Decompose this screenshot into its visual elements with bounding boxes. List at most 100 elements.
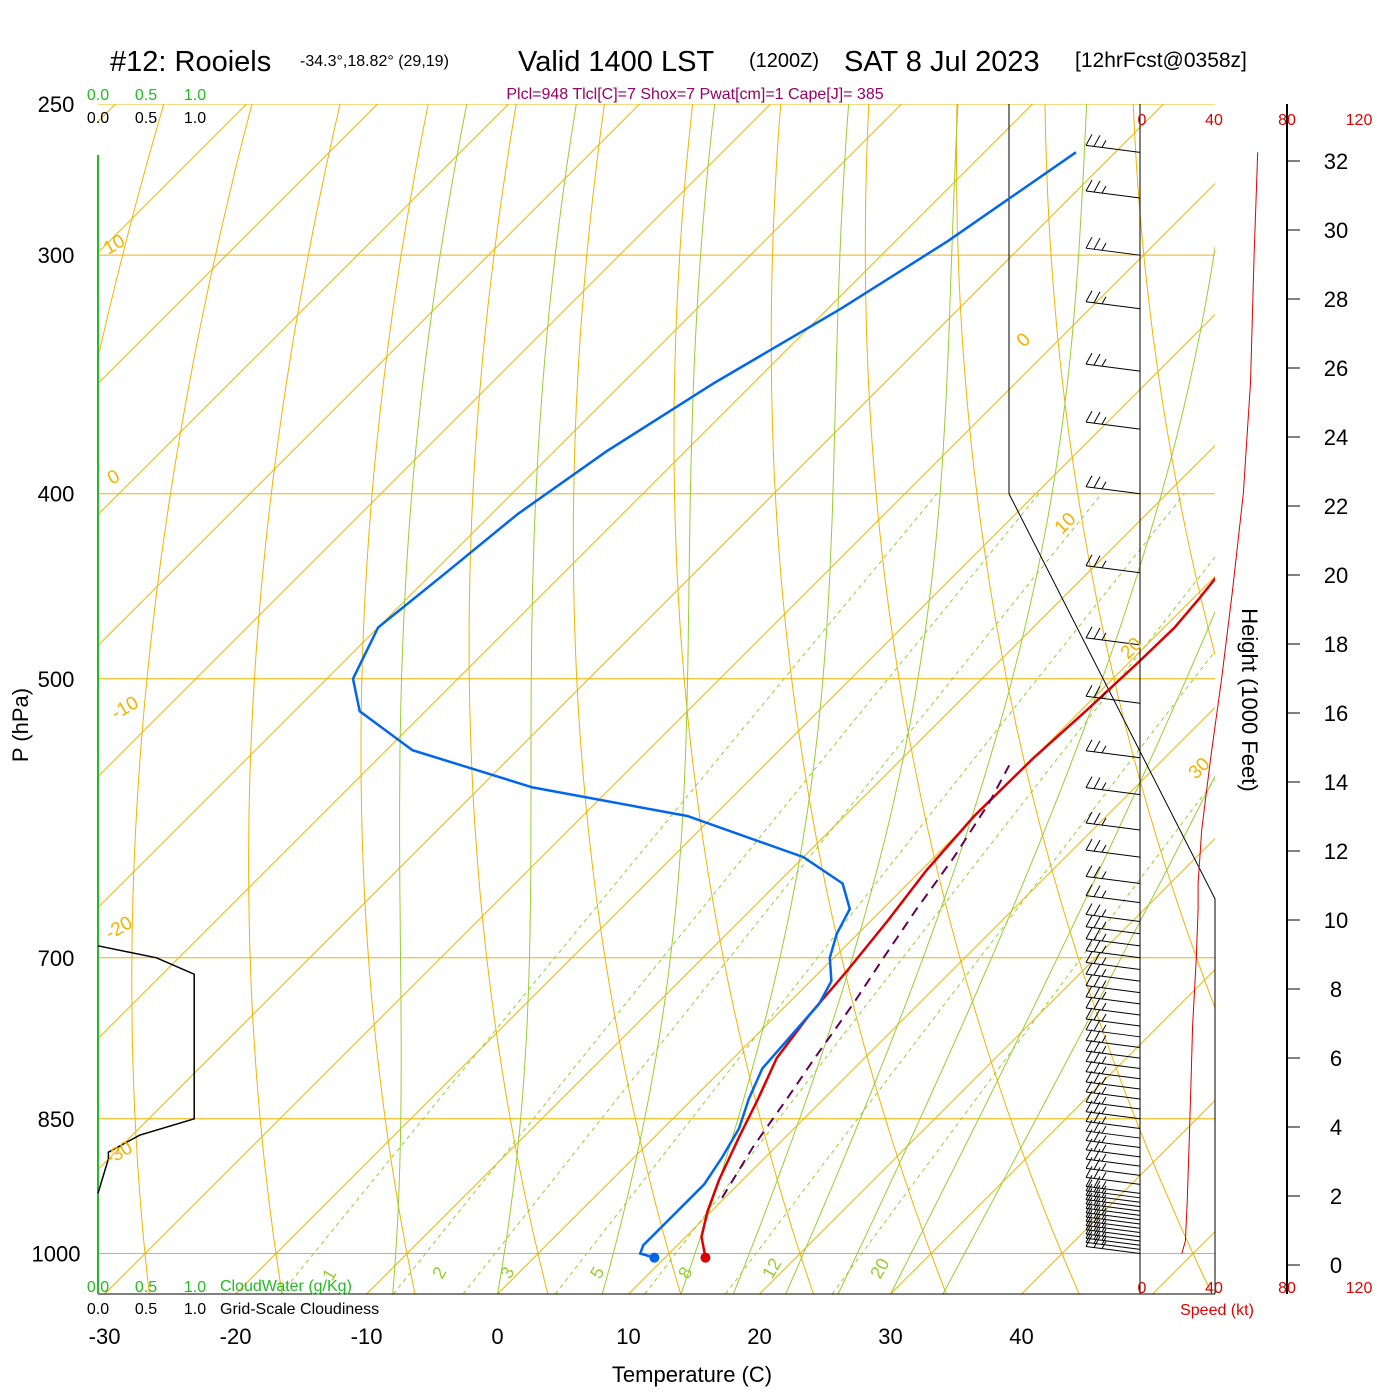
x-tick-label: -30 bbox=[89, 1324, 121, 1349]
wind-barb-flag bbox=[1101, 1106, 1107, 1115]
wind-barb bbox=[1085, 1179, 1141, 1199]
wind-barb-flag bbox=[1085, 1235, 1093, 1247]
isotherm-line bbox=[98, 104, 509, 516]
wind-barb-staff bbox=[1085, 985, 1141, 994]
wind-barb-flag bbox=[1093, 916, 1101, 928]
wind-barb-flag bbox=[1093, 180, 1101, 193]
wind-barb-flag bbox=[1093, 1148, 1101, 1161]
wind-barb-flag bbox=[1101, 844, 1107, 853]
wind-barb-flag bbox=[1101, 1185, 1107, 1194]
mixing-ratio-line bbox=[644, 556, 1215, 1294]
wind-barb-flag bbox=[1101, 1116, 1107, 1124]
moist-adiabat bbox=[680, 104, 850, 1294]
dry-adiabat bbox=[1044, 104, 1215, 1010]
wind-barb-staff bbox=[1085, 1101, 1141, 1110]
wind-barb-flag bbox=[1093, 411, 1101, 424]
speed-bottom-tick: 120 bbox=[1346, 1280, 1373, 1297]
pressure-tick-label: 1000 bbox=[32, 1242, 81, 1267]
wind-barb-flag bbox=[1085, 1226, 1093, 1239]
wind-barb-flag bbox=[1085, 974, 1093, 986]
cloudwater-top-tick: 0.5 bbox=[135, 87, 157, 104]
wind-barb-flag bbox=[1093, 1167, 1101, 1179]
isotherm-line bbox=[628, 706, 1215, 1294]
station-title: #12: Rooiels bbox=[110, 46, 271, 78]
isotherm-line bbox=[759, 837, 1215, 1294]
x-tick-label: -20 bbox=[220, 1324, 252, 1349]
wind-barb-staff bbox=[1085, 1149, 1141, 1158]
x-tick-label: 40 bbox=[1009, 1324, 1033, 1349]
wind-barb bbox=[1085, 475, 1141, 495]
wind-barb-flag bbox=[1093, 1211, 1101, 1223]
wind-barb-staff bbox=[1085, 1190, 1141, 1199]
x-tick-label: 20 bbox=[747, 1324, 771, 1349]
wind-barb-staff bbox=[1085, 962, 1141, 971]
height-tick-label: 24 bbox=[1324, 425, 1348, 450]
wind-barb-flag bbox=[1093, 1184, 1101, 1197]
wind-barb-flag bbox=[1101, 1163, 1107, 1171]
wind-barb-flag bbox=[1085, 236, 1093, 249]
wind-barb-flag bbox=[1085, 1147, 1093, 1160]
wind-barb-flag bbox=[1085, 951, 1093, 963]
dry-adiabat bbox=[673, 104, 814, 1294]
wind-barb-staff bbox=[1085, 996, 1141, 1005]
speed-bottom-tick: 80 bbox=[1278, 1280, 1296, 1297]
cloudwater-top-tick: 0.0 bbox=[87, 87, 109, 104]
wind-barb bbox=[1085, 1188, 1141, 1208]
wind-barb bbox=[1085, 985, 1141, 1005]
wind-barb-flag bbox=[1085, 739, 1093, 752]
wind-barb-staff bbox=[1085, 822, 1141, 831]
height-tick-label: 32 bbox=[1324, 149, 1348, 174]
profile-series bbox=[97, 151, 1215, 1263]
wind-barb bbox=[1085, 236, 1141, 256]
wind-barb-flag bbox=[1101, 909, 1107, 917]
speed-top-tick: 80 bbox=[1278, 112, 1296, 129]
height-tick-label: 16 bbox=[1324, 701, 1348, 726]
wind-barb-flag bbox=[1085, 884, 1093, 896]
wind-barb-flag bbox=[1085, 1007, 1093, 1020]
pressure-tick-label: 300 bbox=[38, 243, 75, 268]
mixing-ratio-line bbox=[280, 493, 938, 1294]
wind-barb-flag bbox=[1085, 1179, 1093, 1192]
wind-barb-flag bbox=[1093, 476, 1101, 488]
wind-barb-staff bbox=[1085, 750, 1141, 759]
isotherm-line bbox=[98, 104, 1164, 1171]
plot-frame bbox=[97, 104, 1216, 1295]
isotherm-label: -20 bbox=[102, 912, 136, 944]
isotherm-label: 0 bbox=[104, 466, 124, 489]
cloudiness-bottom-tick: 0.0 bbox=[87, 1301, 109, 1318]
wind-barb-staff bbox=[1085, 1018, 1141, 1027]
wind-barb-flag bbox=[1085, 838, 1093, 851]
mixing-ratio-line bbox=[555, 493, 1185, 1294]
wind-barb-flag bbox=[1093, 353, 1101, 366]
mixing-ratio-line bbox=[725, 650, 1215, 1294]
wind-barb-staff bbox=[1085, 1130, 1141, 1139]
wind-barb-staff bbox=[1085, 247, 1141, 256]
wind-barb-flag bbox=[1093, 963, 1101, 976]
cloudwater-label: CloudWater (g/Kg) bbox=[220, 1278, 352, 1295]
wind-barb bbox=[1085, 626, 1141, 646]
wind-barb bbox=[1085, 739, 1141, 759]
wind-barb-flag bbox=[1101, 1181, 1107, 1189]
wind-barb bbox=[1085, 1192, 1141, 1212]
wind-barb-staff bbox=[1085, 1158, 1141, 1167]
wind-barb-flag bbox=[1085, 1183, 1093, 1196]
wind-barb-flag bbox=[1101, 1056, 1107, 1064]
wind-barb bbox=[1085, 352, 1141, 372]
mixing-ratio-line bbox=[831, 778, 1215, 1294]
cloudwater-top-tick: 1.0 bbox=[184, 87, 206, 104]
moist-adiabat bbox=[942, 775, 1215, 1294]
wind-barb-flag bbox=[1101, 1198, 1107, 1207]
dry-adiabat bbox=[864, 104, 1080, 1294]
wind-barb-staff bbox=[1085, 1081, 1141, 1090]
wind-barb-flag bbox=[1093, 1219, 1101, 1232]
wind-barb-staff bbox=[1085, 1140, 1141, 1149]
wind-barb bbox=[1085, 1129, 1141, 1149]
dry-adiabat bbox=[468, 104, 549, 1294]
wind-barb-flag bbox=[1085, 1197, 1093, 1209]
wind-barb-staff bbox=[1085, 421, 1141, 430]
isotherm-line bbox=[1021, 1099, 1215, 1294]
wind-barb-flag bbox=[1085, 915, 1093, 927]
wind-barb-flag bbox=[1101, 782, 1107, 790]
wind-barb bbox=[1085, 962, 1141, 982]
height-tick-label: 10 bbox=[1324, 908, 1348, 933]
